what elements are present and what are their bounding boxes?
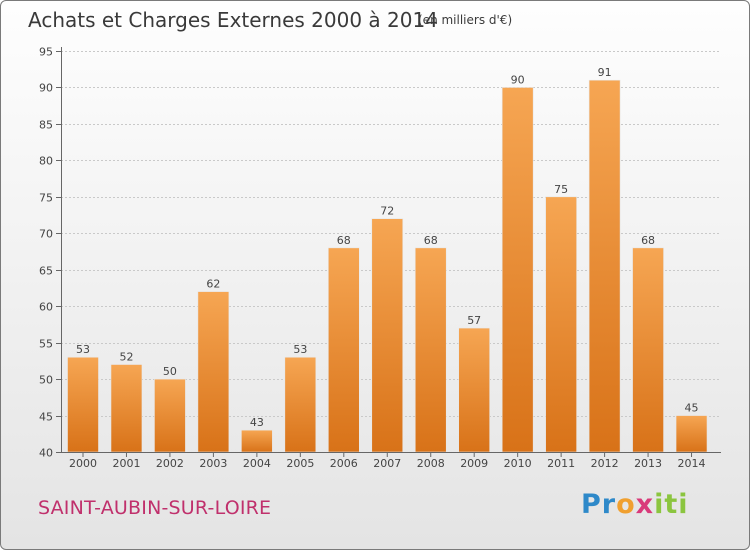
value-label-2002: 50 xyxy=(163,365,177,378)
bar-2007 xyxy=(371,218,404,453)
bar-2012 xyxy=(588,79,621,453)
value-label-2000: 53 xyxy=(76,343,90,356)
x-tick-label-2010: 2010 xyxy=(504,457,532,470)
x-tick-label-2007: 2007 xyxy=(373,457,401,470)
bar-2011 xyxy=(545,196,577,453)
proxiti-logo: Proxiti xyxy=(581,489,689,520)
value-label-2003: 62 xyxy=(206,278,220,291)
y-tick-label: 85 xyxy=(39,119,53,132)
x-tick-label-2012: 2012 xyxy=(591,457,619,470)
value-label-2001: 52 xyxy=(119,351,133,364)
x-tick-label-2000: 2000 xyxy=(69,457,97,470)
y-tick-label: 70 xyxy=(39,228,53,241)
value-label-2012: 91 xyxy=(598,66,612,79)
bar-2008 xyxy=(414,247,447,453)
x-tick-label-2005: 2005 xyxy=(286,457,314,470)
value-label-2009: 57 xyxy=(467,314,481,327)
bar-2005 xyxy=(284,356,317,453)
x-tick-label-2001: 2001 xyxy=(112,457,140,470)
x-tick-label-2008: 2008 xyxy=(417,457,445,470)
value-label-2004: 43 xyxy=(250,416,264,429)
bar-2010 xyxy=(501,87,534,453)
value-label-2010: 90 xyxy=(511,73,525,86)
y-tick-label: 50 xyxy=(39,374,53,387)
x-tick-label-2011: 2011 xyxy=(547,457,575,470)
place-name: SAINT-AUBIN-SUR-LOIRE xyxy=(38,497,272,519)
bar-2003 xyxy=(197,291,230,453)
y-tick-label: 45 xyxy=(39,411,53,424)
bar-2000 xyxy=(67,356,99,453)
y-tick-label: 90 xyxy=(39,82,53,95)
value-label-2011: 75 xyxy=(554,183,568,196)
y-tick-label: 95 xyxy=(39,46,53,59)
bar-2001 xyxy=(110,364,143,453)
y-tick-label: 40 xyxy=(39,447,53,460)
bar-2006 xyxy=(327,247,360,453)
chart-subtitle: (en milliers d'€) xyxy=(418,13,513,27)
x-tick-label-2004: 2004 xyxy=(243,457,271,470)
bar-2009 xyxy=(458,327,491,453)
value-label-2005: 53 xyxy=(293,343,307,356)
x-tick-label-2014: 2014 xyxy=(678,457,706,470)
y-tick-label: 80 xyxy=(39,155,53,168)
value-label-2014: 45 xyxy=(685,402,699,415)
y-tick-label: 65 xyxy=(39,265,53,278)
y-tick-label: 55 xyxy=(39,338,53,351)
value-label-2008: 68 xyxy=(424,234,438,247)
x-tick-label-2009: 2009 xyxy=(460,457,488,470)
x-tick-label-2013: 2013 xyxy=(634,457,662,470)
value-label-2006: 68 xyxy=(337,234,351,247)
chart-title: Achats et Charges Externes 2000 à 2014 xyxy=(28,8,438,32)
bar-2002 xyxy=(154,378,186,453)
value-label-2007: 72 xyxy=(380,205,394,218)
bar-2013 xyxy=(632,247,664,453)
x-tick-label-2006: 2006 xyxy=(330,457,358,470)
x-tick-label-2002: 2002 xyxy=(156,457,184,470)
y-tick-label: 75 xyxy=(39,192,53,205)
x-tick-label-2003: 2003 xyxy=(199,457,227,470)
bar-2014 xyxy=(675,415,708,453)
y-tick-label: 60 xyxy=(39,301,53,314)
value-label-2013: 68 xyxy=(641,234,655,247)
bar-2004 xyxy=(241,429,273,453)
